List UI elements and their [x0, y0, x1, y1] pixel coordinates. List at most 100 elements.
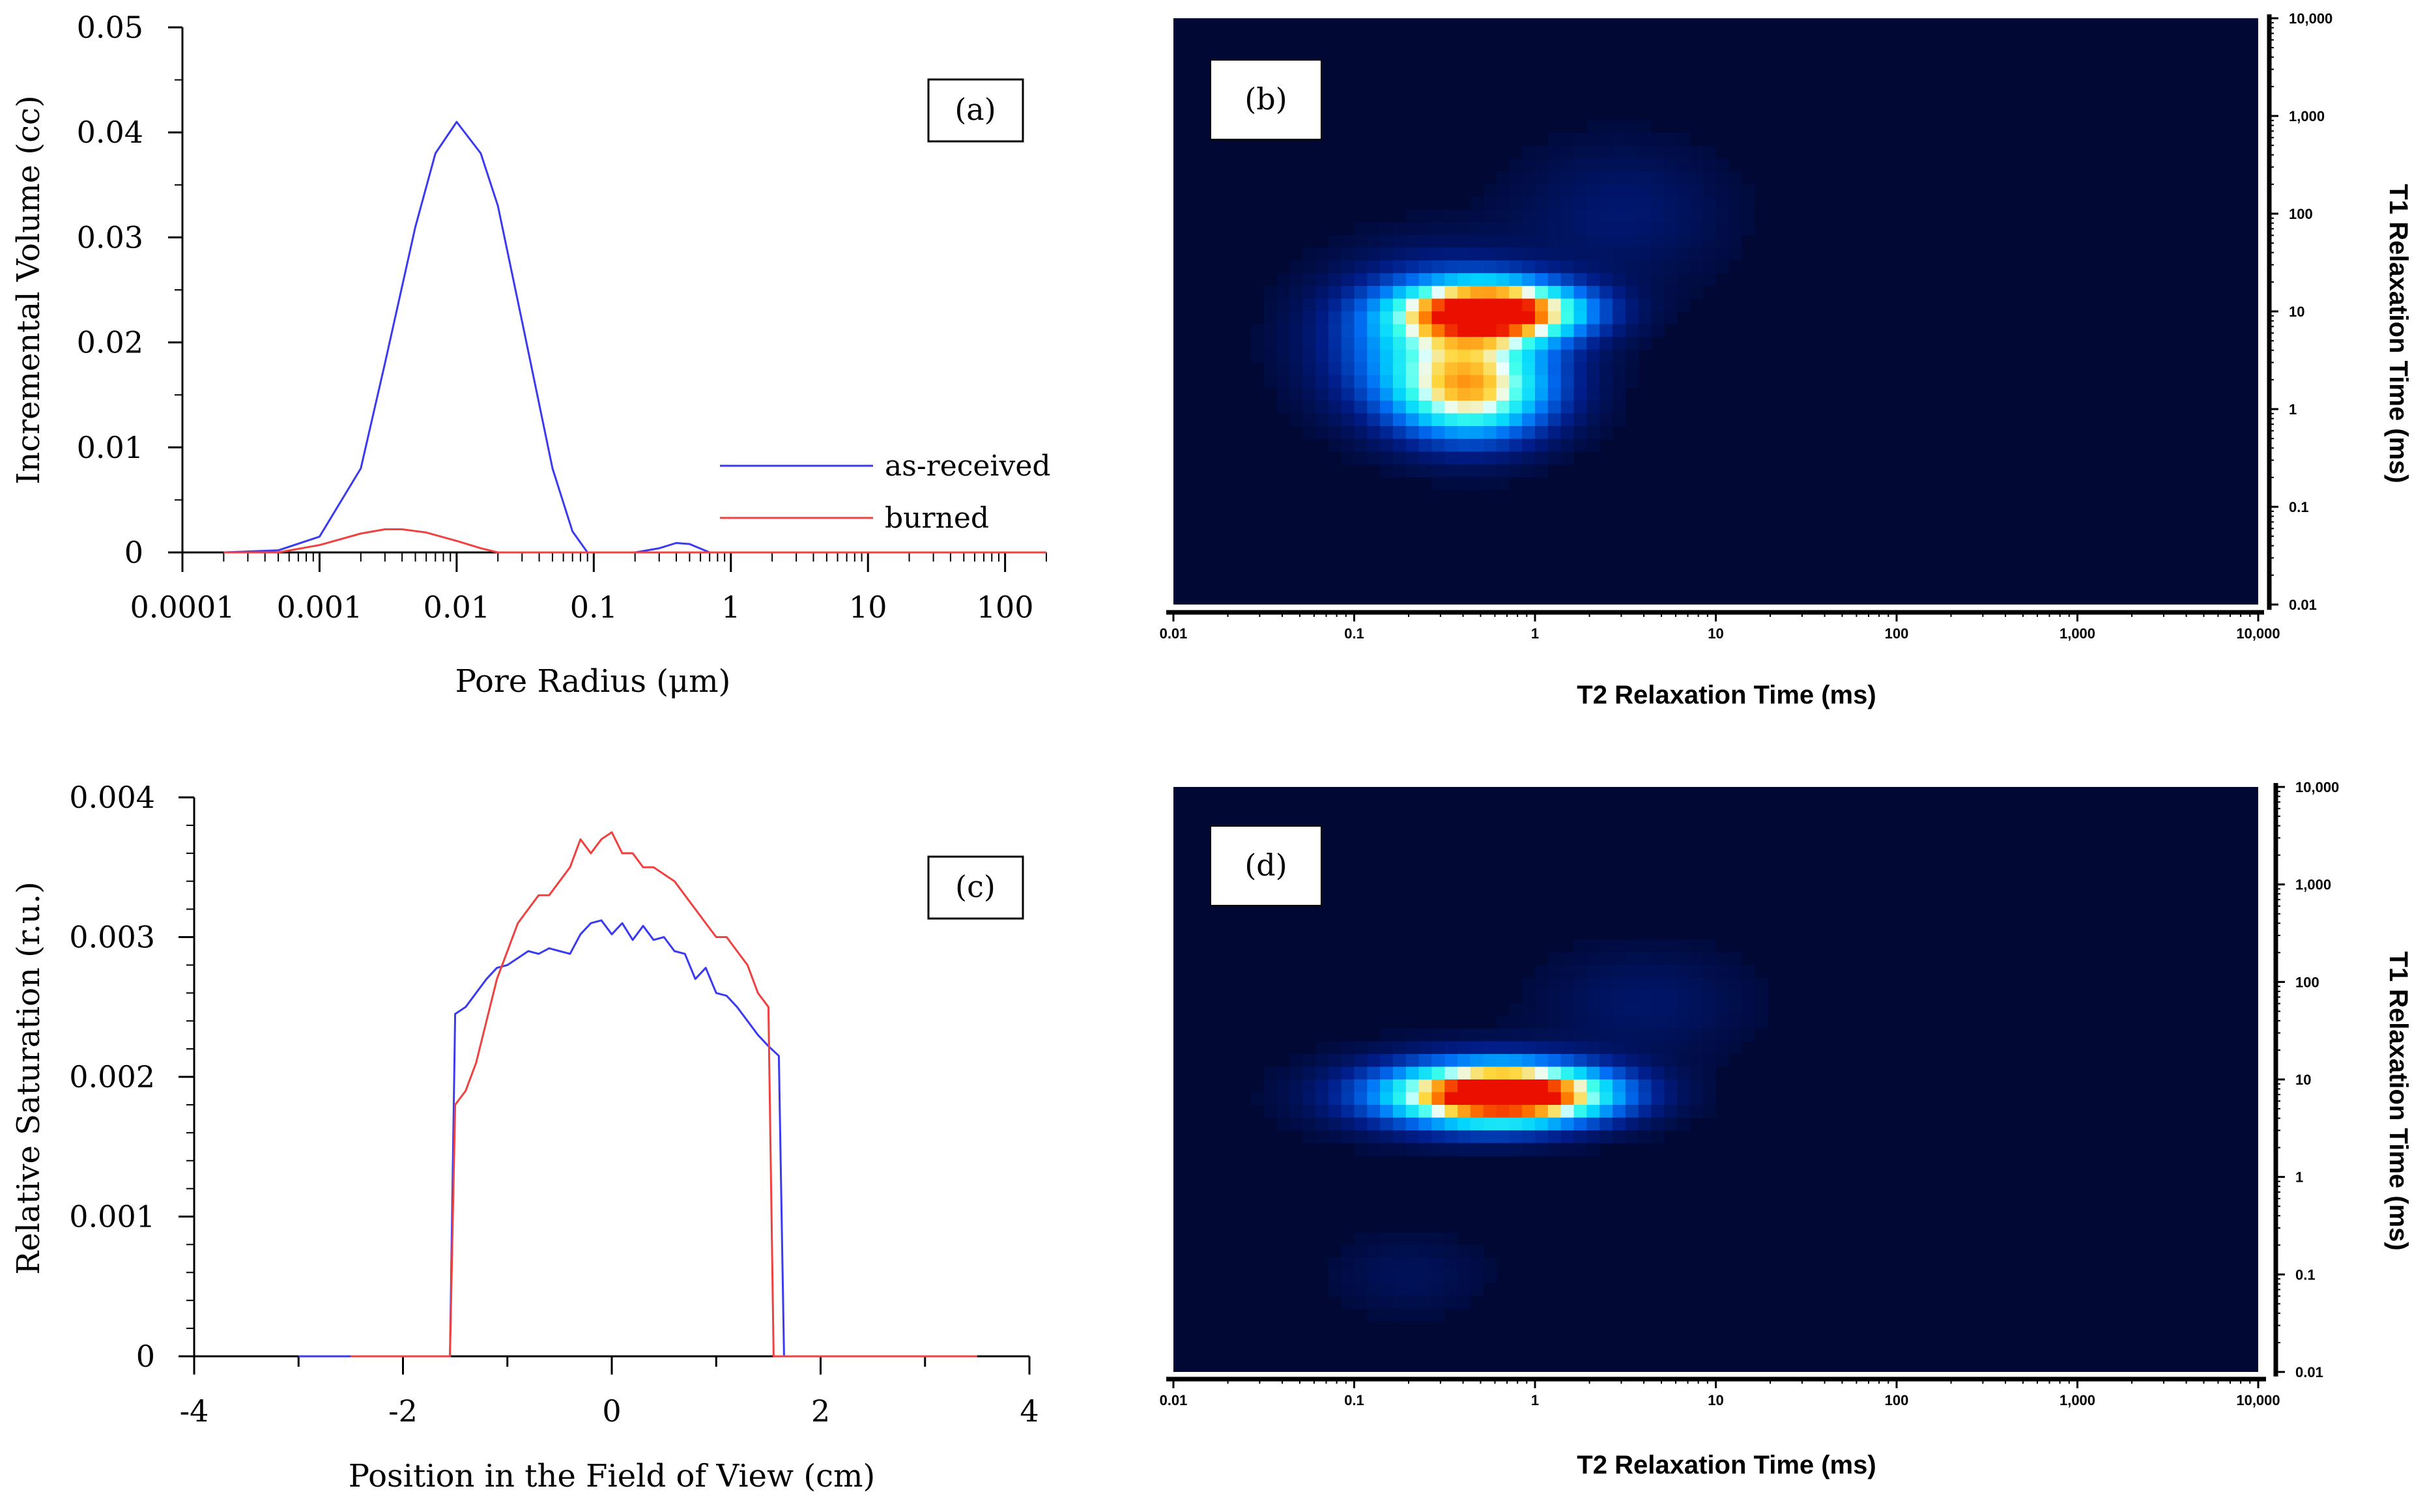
heatmap-cell [1496, 209, 1510, 223]
heatmap-cell [1664, 311, 1678, 325]
heatmap-cell [1522, 145, 1536, 159]
heatmap-cell [1677, 158, 1691, 172]
heatmap-cell [1729, 1041, 1742, 1055]
heatmap-cell [1418, 1244, 1433, 1258]
heatmap-cell [1638, 222, 1652, 236]
heatmap-cell [1444, 1066, 1458, 1080]
y-tick-label: 0.05 [77, 10, 143, 45]
heatmap-cell [1392, 464, 1407, 478]
heatmap-cell [1715, 158, 1729, 172]
heatmap-cell [1586, 362, 1600, 376]
heatmap-cell [1689, 939, 1704, 953]
heatmap-cell [1612, 273, 1626, 287]
heatmap-cell [1560, 1028, 1575, 1042]
heatmap-cell [1302, 273, 1316, 287]
heatmap-cell [1483, 1041, 1497, 1055]
heatmap-cell [1496, 235, 1510, 248]
heatmap-cell [1586, 1053, 1600, 1068]
heatmap-cell [1677, 184, 1691, 197]
heatmap-cell [1483, 426, 1497, 440]
heatmap-cell [1586, 145, 1600, 159]
heatmap-cell [1354, 438, 1368, 452]
heatmap-cell [1354, 1092, 1368, 1105]
heatmap-cell [1651, 939, 1665, 953]
heatmap-cell [1457, 260, 1471, 274]
y-tick-label: 0.003 [69, 920, 155, 955]
heatmap-cell [1341, 1066, 1355, 1080]
heatmap-cell [1418, 375, 1433, 388]
heatmap-cell [1664, 298, 1678, 312]
heatmap-cell [1547, 209, 1562, 223]
heatmap-cell [1742, 1028, 1755, 1042]
heatmap-cell [1573, 1028, 1587, 1042]
heatmap-cell [1483, 285, 1497, 300]
heatmap-cell [1431, 324, 1445, 337]
heatmap-cell [1470, 1079, 1484, 1093]
heatmap-cell [1470, 222, 1484, 236]
heatmap-cell [1483, 324, 1497, 337]
y-tick-label: 0.01 [77, 430, 143, 465]
heatmap-cell [1573, 324, 1587, 337]
heatmap-cell [1729, 1003, 1742, 1016]
heatmap-cell [1729, 977, 1742, 991]
heatmap-cell [1470, 1092, 1484, 1105]
heatmap-cell [1702, 196, 1717, 210]
heatmap-cell [1715, 1016, 1729, 1029]
heatmap-cell [1742, 977, 1755, 991]
heatmap-cell [1651, 965, 1665, 978]
heatmap-cell [1418, 1066, 1433, 1080]
heatmap-cell [1612, 990, 1626, 1004]
heatmap-cell [1535, 209, 1549, 223]
heatmap-cell [1573, 1016, 1587, 1029]
heatmap-cell [1328, 1257, 1342, 1271]
heatmap-cell [1354, 1270, 1368, 1283]
panel-a-series [223, 121, 1046, 554]
heatmap-cell [1600, 939, 1613, 953]
heatmap-cell [1560, 990, 1575, 1004]
x-tick-label: 0.1 [1344, 1392, 1364, 1408]
heatmap-cell [1625, 145, 1639, 159]
heatmap-cell [1625, 1130, 1639, 1144]
heatmap-cell [1328, 260, 1342, 274]
heatmap-cell [1405, 1283, 1420, 1296]
heatmap-cell [1560, 145, 1575, 159]
heatmap-cell [1392, 1232, 1407, 1246]
heatmap-cell [1354, 1257, 1368, 1271]
heatmap-cell [1522, 260, 1536, 274]
heatmap-cell [1392, 413, 1407, 427]
heatmap-cell [1638, 298, 1652, 312]
heatmap-cell [1367, 362, 1381, 376]
heatmap-cell [1509, 413, 1523, 427]
heatmap-cell [1341, 1053, 1355, 1068]
heatmap-cell [1289, 273, 1303, 287]
x-tick-label: 10 [1708, 1392, 1723, 1408]
heatmap-cell [1612, 939, 1626, 953]
heatmap-cell [1496, 438, 1510, 452]
heatmap-cell [1560, 375, 1575, 388]
heatmap-cell [1600, 1117, 1613, 1131]
heatmap-cell [1560, 362, 1575, 376]
heatmap-cell [1651, 977, 1665, 991]
heatmap-cell [1702, 1003, 1717, 1016]
heatmap-cell [1677, 171, 1691, 184]
heatmap-cell [1457, 438, 1471, 452]
panel-c-ticks: -4 -2 0 2 4 0 0.001 0.002 0.003 0.004 [69, 780, 1039, 1429]
heatmap-cell [1315, 1105, 1329, 1119]
heatmap-cell [1573, 158, 1587, 172]
heatmap-cell [1677, 1066, 1691, 1080]
heatmap-cell [1380, 1257, 1394, 1271]
heatmap-cell [1702, 952, 1717, 965]
x-tick-label: 0.0001 [130, 590, 235, 625]
heatmap-cell [1625, 285, 1639, 300]
heatmap-cell [1431, 426, 1445, 440]
heatmap-cell [1638, 977, 1652, 991]
heatmap-cell [1250, 1092, 1265, 1105]
heatmap-cell [1457, 235, 1471, 248]
heatmap-cell [1444, 209, 1458, 223]
heatmap-cell [1418, 349, 1433, 363]
x-tick-label: 100 [1885, 1392, 1909, 1408]
heatmap-cell [1742, 196, 1755, 210]
heatmap-cell [1444, 426, 1458, 440]
heatmap-cell [1470, 1143, 1484, 1156]
heatmap-cell [1405, 1270, 1420, 1283]
